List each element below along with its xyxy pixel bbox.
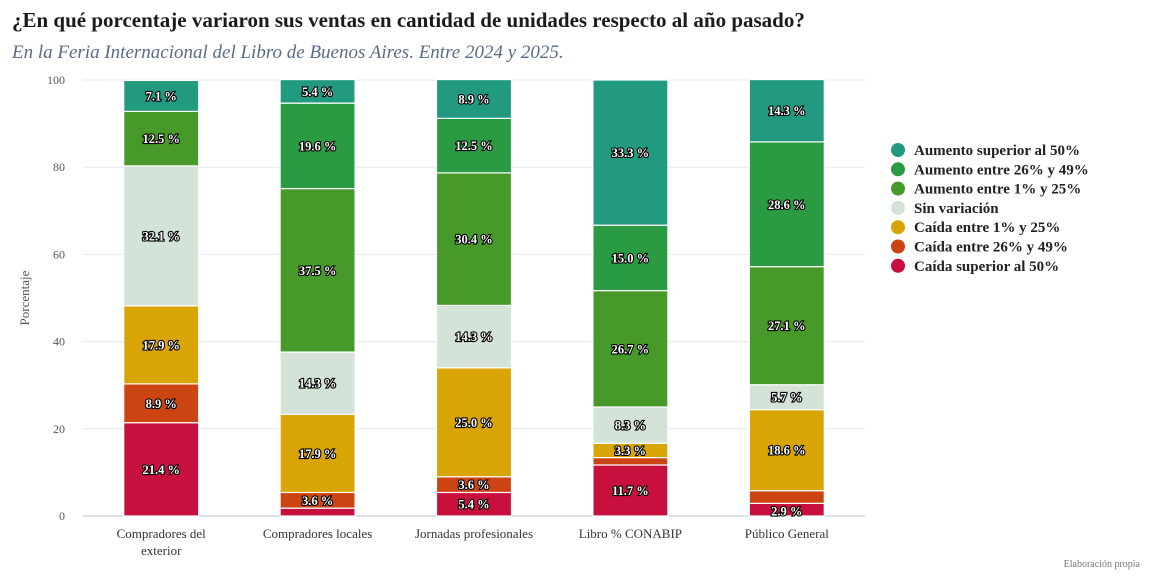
legend-marker[interactable] (891, 162, 905, 177)
data-label: 37.5 % (299, 264, 337, 278)
data-label: 5.4 % (458, 498, 489, 512)
bar-segment[interactable] (592, 79, 669, 226)
y-axis-label: Porcentaje (17, 270, 32, 325)
bar-segment[interactable] (435, 304, 513, 369)
legend-item-label[interactable]: Caída superior al 50% (914, 259, 1059, 275)
data-label: 11.7 % (612, 484, 649, 498)
x-category-label: Jornadas profesionales (415, 526, 533, 541)
bar-segment[interactable] (592, 456, 669, 466)
x-category-label: Libro % CONABIP (579, 526, 682, 541)
data-label: 14.3 % (455, 330, 493, 344)
data-label: 28.6 % (768, 198, 806, 212)
data-label: 14.3 % (768, 104, 806, 118)
bar-segment[interactable] (123, 305, 200, 385)
credit-note: Elaboración propia (1063, 559, 1140, 570)
data-label: 17.9 % (142, 338, 180, 352)
data-label: 3.6 % (302, 494, 333, 508)
data-label: 27.1 % (768, 319, 806, 333)
data-label: 15.0 % (612, 251, 650, 265)
legend-item-label[interactable]: Aumento entre 26% y 49% (914, 162, 1089, 178)
bar-segment[interactable] (592, 406, 669, 444)
legend-item-label[interactable]: Sin variación (914, 201, 999, 217)
data-label: 12.5 % (142, 132, 180, 146)
y-tick-label-80: 80 (53, 160, 65, 174)
bar-segment[interactable] (748, 490, 825, 504)
bar-segment[interactable] (435, 117, 513, 174)
bar-segment[interactable] (279, 102, 356, 190)
legend-marker[interactable] (891, 181, 905, 196)
data-label: 3.6 % (458, 478, 489, 492)
data-label: 8.3 % (615, 419, 646, 433)
y-tick-label-20: 20 (53, 422, 65, 436)
legend-marker[interactable] (891, 143, 905, 157)
data-label: 18.6 % (768, 444, 806, 458)
data-label: 21.4 % (142, 463, 180, 477)
chart-subtitle: En la Feria Internacional del Libro de B… (12, 42, 564, 63)
data-label: 2.9 % (771, 504, 802, 518)
legend-item-label[interactable]: Aumento superior al 50% (914, 143, 1080, 159)
bar-segment[interactable] (123, 383, 200, 424)
bar-segment[interactable] (279, 187, 356, 353)
data-label: 32.1 % (142, 229, 180, 243)
legend-marker[interactable] (891, 258, 905, 273)
bar-segment[interactable] (435, 367, 513, 478)
chart-title: ¿En qué porcentaje variaron sus ventas e… (12, 8, 805, 32)
bar-segment[interactable] (748, 78, 825, 143)
bar-segment[interactable] (279, 413, 356, 494)
data-label: 19.6 % (299, 139, 337, 153)
bar-segment[interactable] (592, 224, 669, 292)
y-tick-label-0: 0 (59, 509, 65, 523)
bar-segment[interactable] (279, 78, 356, 104)
x-category-label: Compradores locales (263, 526, 372, 541)
legend-marker[interactable] (891, 220, 905, 235)
data-label: 8.9 % (146, 397, 177, 411)
bar-segment[interactable] (592, 464, 669, 517)
y-tick-label-100: 100 (47, 73, 65, 87)
bar-segment[interactable] (279, 507, 356, 517)
bar-segment[interactable] (748, 266, 825, 386)
x-category-label: exterior (141, 543, 182, 558)
x-category-label: Público General (745, 526, 830, 541)
y-tick-label-40: 40 (53, 335, 65, 349)
data-label: 7.1 % (146, 89, 177, 103)
data-label: 30.4 % (455, 233, 493, 247)
legend-item-label[interactable]: Aumento entre 1% y 25% (914, 182, 1081, 198)
bar-segment[interactable] (435, 78, 513, 119)
data-label: 3.3 % (615, 444, 646, 458)
legend-item-label[interactable]: Caída entre 26% y 49% (914, 240, 1068, 256)
data-label: 12.5 % (455, 139, 493, 153)
data-label: 26.7 % (612, 342, 650, 356)
bar-segment[interactable] (123, 165, 200, 307)
data-label: 14.3 % (299, 377, 337, 391)
bar-segment[interactable] (748, 141, 825, 268)
data-label: 17.9 % (299, 447, 337, 461)
data-label: 5.4 % (302, 85, 333, 99)
bar-segment[interactable] (123, 79, 200, 112)
bar-segment[interactable] (435, 172, 513, 307)
data-label: 25.0 % (455, 416, 493, 430)
legend-marker[interactable] (891, 200, 905, 215)
data-label: 8.9 % (458, 92, 489, 106)
y-tick-label-60: 60 (53, 247, 65, 261)
data-label: 5.7 % (771, 391, 802, 405)
legend-item-label[interactable]: Caída entre 1% y 25% (914, 220, 1060, 236)
bar-segment[interactable] (123, 110, 200, 167)
bar-segment[interactable] (279, 351, 356, 416)
data-label: 33.3 % (612, 146, 650, 160)
x-category-label: Compradores del (117, 526, 207, 541)
bar-segment[interactable] (123, 422, 200, 517)
legend-marker[interactable] (891, 239, 905, 254)
